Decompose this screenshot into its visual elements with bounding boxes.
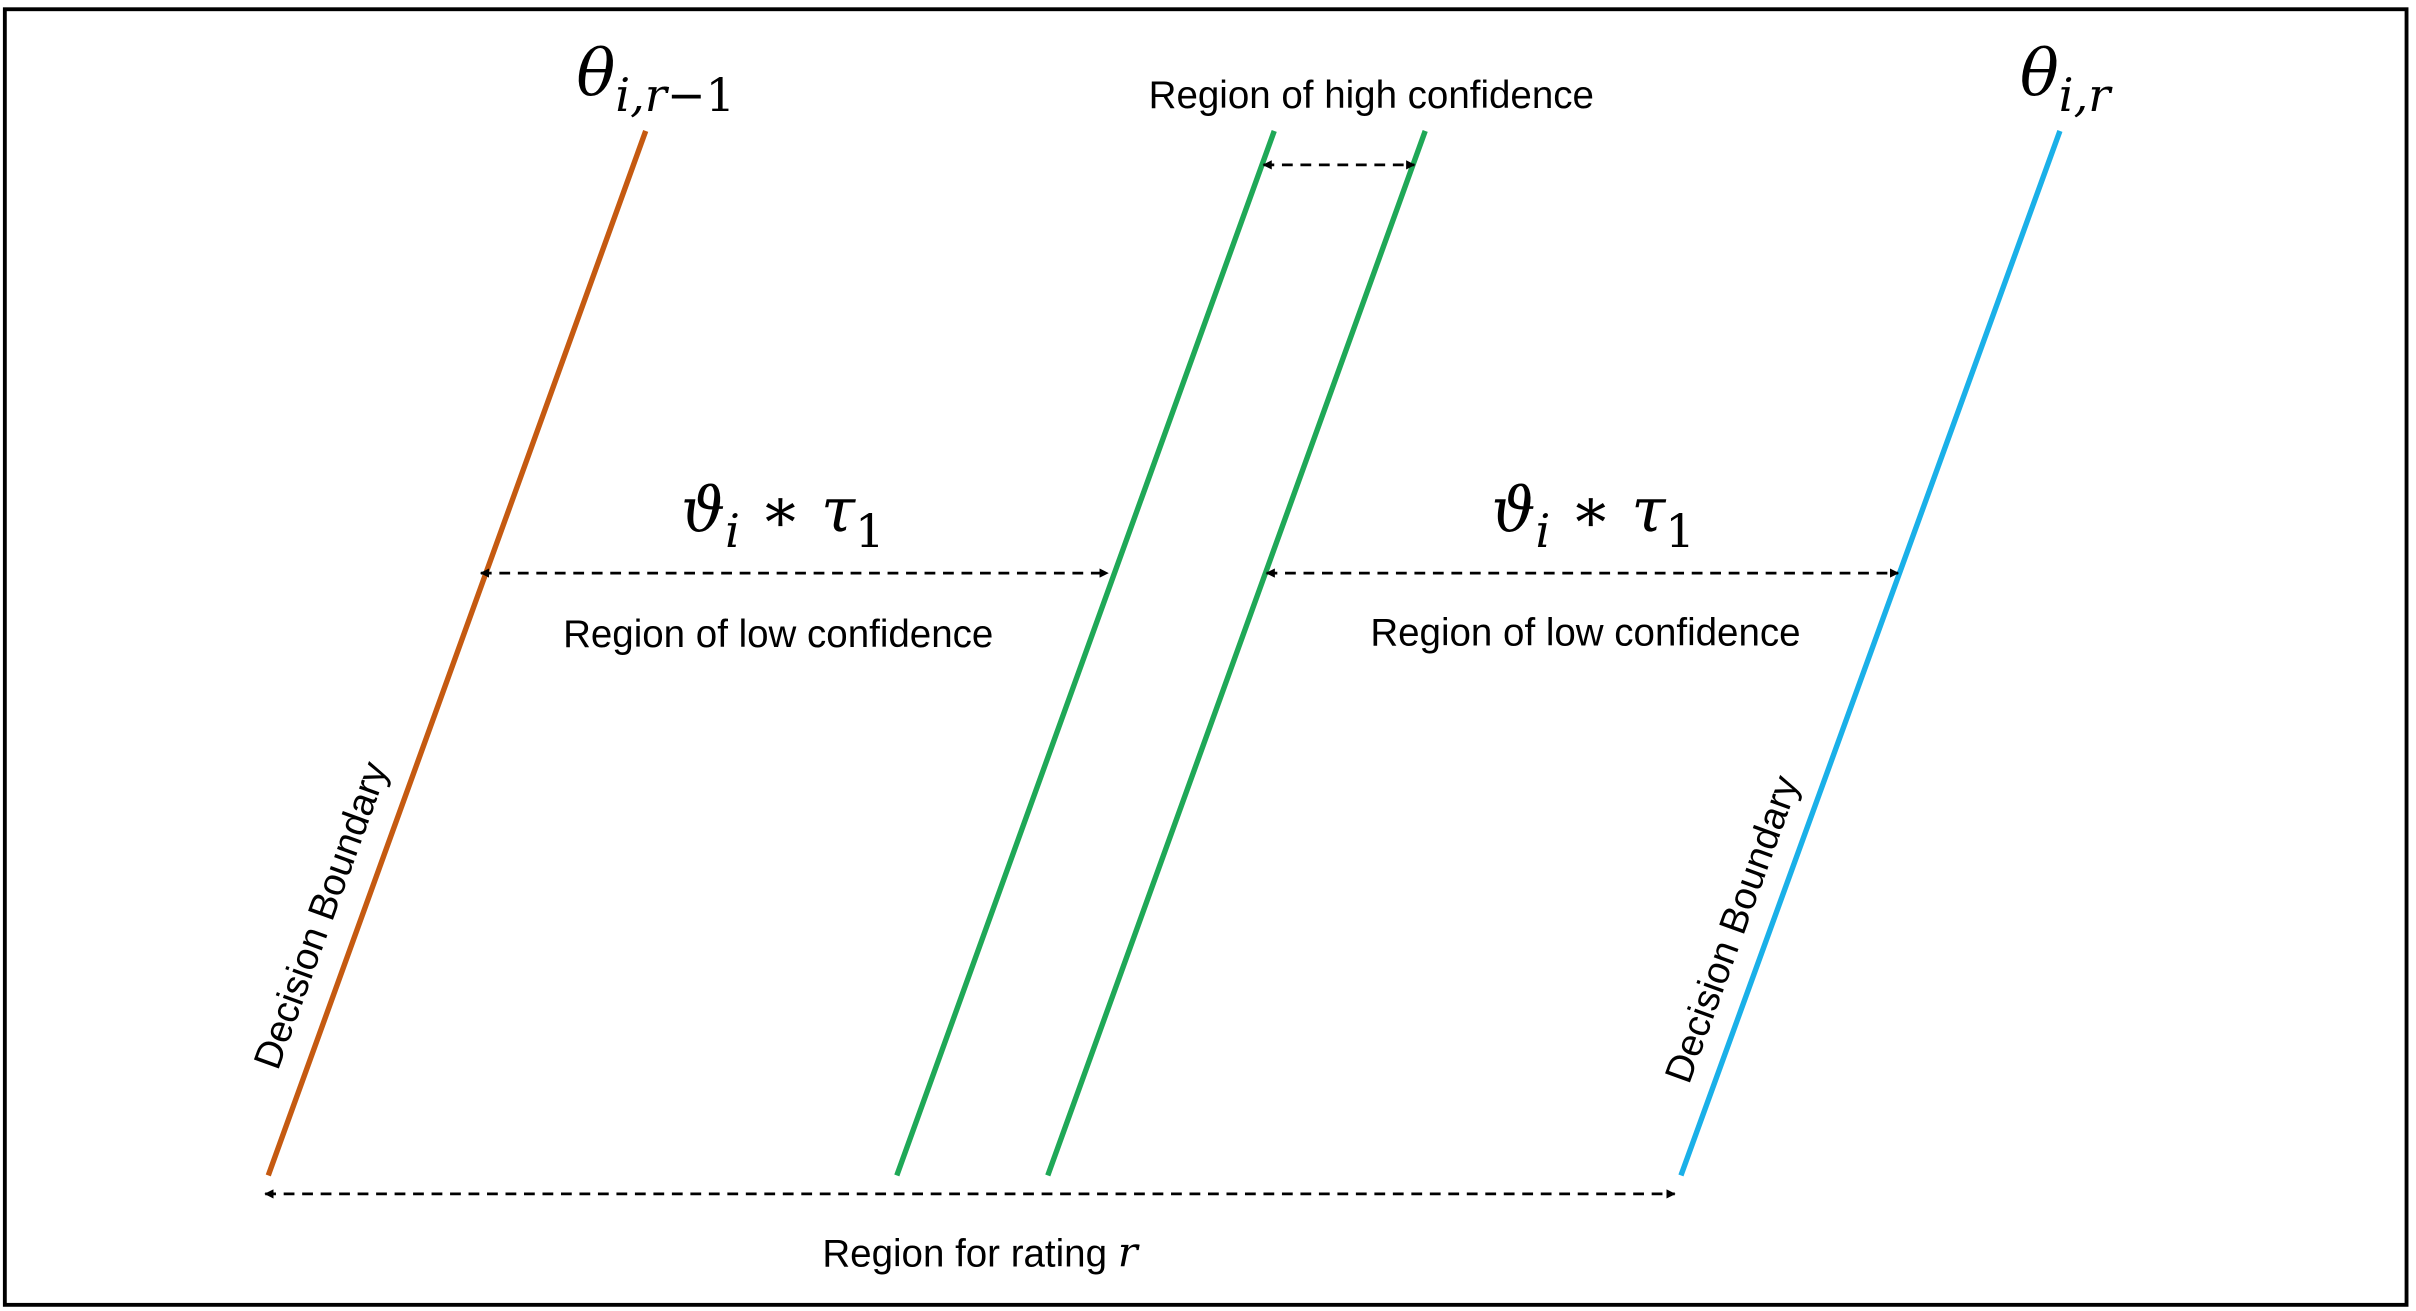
low-confidence-right-label: Region of low confidence — [1370, 611, 1800, 654]
width-left-label: ϑi ∗ τ1 — [681, 474, 884, 557]
right-decision-boundary-line — [1678, 130, 2063, 1177]
low-confidence-left-label: Region of low confidence — [563, 613, 993, 656]
high-confidence-label: Region of high confidence — [1149, 74, 1594, 117]
width-right-label: ϑi ∗ τ1 — [1491, 474, 1694, 557]
theta-right-label: θi,r — [2020, 37, 2113, 122]
frame — [2, 7, 2409, 1307]
theta-left-label: θi,r−1 — [576, 37, 735, 122]
high-confidence-line-left — [894, 130, 1277, 1177]
left-decision-boundary-line — [265, 130, 649, 1177]
rating-region-label: Region for rating r — [822, 1227, 1139, 1276]
high-confidence-line-right — [1045, 130, 1428, 1177]
